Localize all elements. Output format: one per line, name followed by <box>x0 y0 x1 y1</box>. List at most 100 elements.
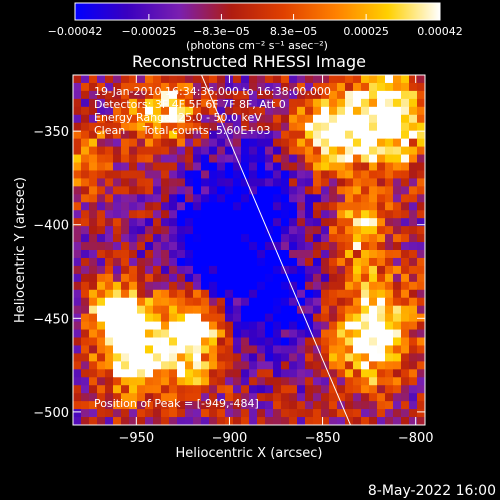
heatmap-cell <box>145 162 154 172</box>
heatmap-cell <box>129 409 138 418</box>
heatmap-cell <box>369 114 378 124</box>
heatmap-cell <box>217 130 226 140</box>
heatmap-cell <box>273 257 282 267</box>
heatmap-cell <box>329 146 338 156</box>
heatmap-cell <box>369 345 378 355</box>
heatmap-cell <box>225 186 234 195</box>
heatmap-cell <box>257 234 266 243</box>
heatmap-cell <box>97 218 106 227</box>
heatmap-cell <box>193 202 202 211</box>
heatmap-cell <box>377 409 386 418</box>
heatmap-cell <box>281 194 290 203</box>
heatmap-cell <box>169 297 178 307</box>
heatmap-cell <box>217 242 226 251</box>
heatmap-cell <box>385 98 394 108</box>
heatmap-cell <box>417 393 425 402</box>
heatmap-cell <box>257 162 266 172</box>
heatmap-cell <box>225 90 234 100</box>
heatmap-cell <box>169 329 178 339</box>
heatmap-cell <box>321 154 330 164</box>
heatmap-cell <box>305 122 314 132</box>
heatmap-cell <box>225 273 234 283</box>
heatmap-cell <box>337 369 346 378</box>
heatmap-cell <box>345 178 354 187</box>
heatmap-cell <box>233 186 242 195</box>
heatmap-cell <box>321 234 330 243</box>
heatmap-cell <box>137 234 146 243</box>
heatmap-cell <box>129 226 138 235</box>
heatmap-cell <box>289 242 298 251</box>
heatmap-cell <box>313 186 322 195</box>
heatmap-cell <box>361 75 370 84</box>
heatmap-cell <box>81 281 90 291</box>
heatmap-cell <box>233 417 242 425</box>
heatmap-cell <box>305 265 314 275</box>
heatmap-cell <box>249 329 258 339</box>
heatmap-cell <box>369 409 378 418</box>
heatmap-cell <box>81 154 90 164</box>
heatmap-cell <box>377 242 386 251</box>
heatmap-cell <box>377 218 386 227</box>
heatmap-cell <box>273 226 282 235</box>
heatmap-cell <box>113 218 122 227</box>
heatmap-cell <box>417 226 425 235</box>
heatmap-cell <box>169 234 178 243</box>
heatmap-cell <box>321 242 330 251</box>
heatmap-cell <box>241 281 250 291</box>
heatmap-cell <box>121 353 130 362</box>
heatmap-cell <box>265 194 274 203</box>
heatmap-cell <box>161 273 170 283</box>
heatmap-cell <box>185 385 194 394</box>
heatmap-cell <box>153 218 162 227</box>
heatmap-cell <box>153 226 162 235</box>
heatmap-cell <box>73 138 82 148</box>
colorbar-tick-label: −0.00042 <box>48 25 103 38</box>
heatmap-cell <box>321 218 330 227</box>
heatmap-cell <box>409 417 418 425</box>
heatmap-cell <box>313 337 322 347</box>
heatmap-cell <box>361 281 370 291</box>
heatmap-cell <box>257 393 266 402</box>
heatmap-cell <box>313 401 322 410</box>
heatmap-cell <box>329 162 338 172</box>
heatmap-cell <box>153 178 162 187</box>
heatmap-cell <box>217 385 226 394</box>
heatmap-cell <box>185 265 194 275</box>
heatmap-cell <box>345 337 354 347</box>
heatmap-cell <box>201 313 210 323</box>
heatmap-cell <box>209 409 218 418</box>
heatmap-cell <box>209 313 218 323</box>
heatmap-cell <box>121 170 130 180</box>
heatmap-cell <box>233 361 242 370</box>
heatmap-cell <box>369 90 378 100</box>
heatmap-cell <box>369 401 378 410</box>
heatmap-cell <box>377 162 386 172</box>
heatmap-cell <box>129 250 138 259</box>
heatmap-cell <box>249 377 258 386</box>
heatmap-cell <box>89 337 98 347</box>
heatmap-cell <box>321 265 330 275</box>
heatmap-cell <box>393 130 402 140</box>
heatmap-cell <box>81 265 90 275</box>
heatmap-cell <box>337 265 346 275</box>
annotation-detectors: Detectors: 3F 4F 5F 6F 7F 8F, Att 0 <box>94 98 286 111</box>
heatmap-cell <box>369 170 378 180</box>
heatmap-cell <box>241 106 250 116</box>
heatmap-cell <box>289 226 298 235</box>
heatmap-cell <box>161 321 170 331</box>
heatmap-cell <box>377 313 386 323</box>
heatmap-cell <box>201 82 210 92</box>
heatmap-cell <box>321 329 330 339</box>
heatmap-cell <box>281 106 290 116</box>
heatmap-cell <box>297 242 306 251</box>
heatmap-cell <box>193 289 202 299</box>
heatmap-cell <box>417 353 425 362</box>
heatmap-cell <box>329 369 338 378</box>
heatmap-cell <box>225 106 234 116</box>
heatmap-cell <box>121 154 130 164</box>
heatmap-cell <box>177 329 186 339</box>
heatmap-cell <box>417 82 425 92</box>
heatmap-cell <box>121 265 130 275</box>
heatmap-cell <box>289 385 298 394</box>
heatmap-cell <box>409 82 418 92</box>
